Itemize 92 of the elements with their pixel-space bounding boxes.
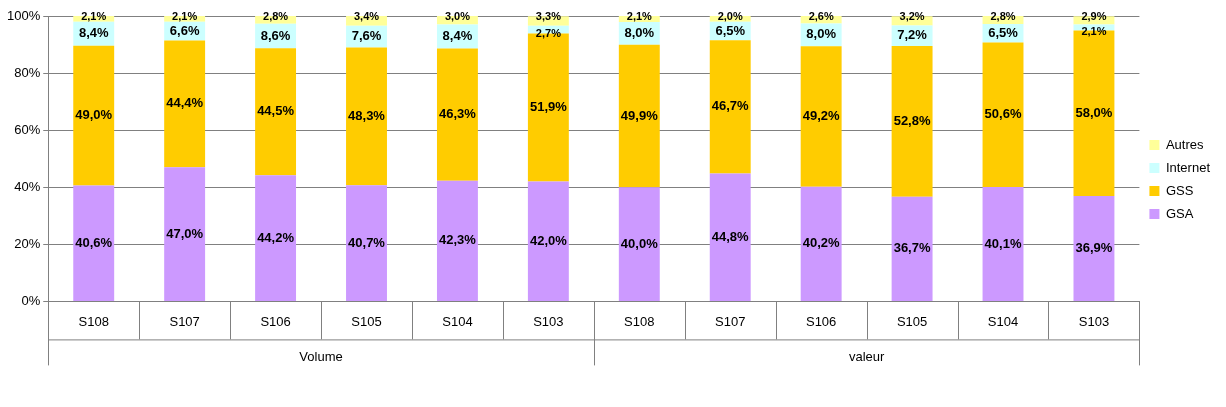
data-label: 52,8%	[893, 112, 931, 128]
data-label: 49,0%	[75, 107, 113, 123]
bar	[346, 47, 387, 186]
y-tick-label: 20%	[14, 235, 41, 251]
data-label: 8,0%	[806, 26, 837, 42]
data-label: 6,6%	[169, 22, 200, 38]
data-label: 7,6%	[351, 28, 382, 44]
bar	[800, 46, 842, 187]
bar	[800, 186, 842, 301]
data-label: 46,7%	[711, 98, 750, 114]
x-tick-label: S105	[351, 313, 382, 329]
x-tick-label: S106	[260, 313, 291, 329]
bar	[618, 44, 660, 188]
bar	[255, 48, 297, 176]
legend-label: GSA	[1165, 205, 1194, 221]
x-tick-label: S107	[169, 313, 200, 329]
data-label: 6,5%	[988, 24, 1019, 40]
data-label: 44,5%	[257, 103, 295, 119]
text: valeur	[848, 348, 885, 364]
data-label: 2,1%	[172, 9, 198, 22]
bar	[255, 175, 297, 301]
bar	[73, 185, 115, 301]
data-label: 8,0%	[624, 24, 655, 40]
data-label: 51,9%	[529, 99, 568, 115]
data-label: 44,2%	[257, 229, 295, 245]
y-tick-label: 60%	[14, 121, 41, 137]
data-label: 3,4%	[353, 10, 380, 23]
data-label: 42,0%	[529, 232, 568, 248]
x-tick-label: S106	[805, 313, 837, 329]
legend-label: GSS	[1165, 182, 1194, 198]
x-tick-label: S108	[624, 313, 655, 329]
data-label: 42,3%	[439, 232, 477, 248]
data-label: 8,4%	[442, 28, 473, 44]
data-label: 2,1%	[626, 10, 653, 23]
data-label: 47,0%	[166, 225, 204, 241]
data-label: 2,8%	[990, 10, 1016, 23]
data-label: 40,0%	[620, 235, 659, 251]
data-label: 49,2%	[802, 108, 841, 124]
data-label: 2,8%	[263, 9, 289, 22]
bar	[891, 196, 933, 301]
data-label: 36,9%	[1075, 240, 1113, 256]
data-label: 50,6%	[984, 106, 1022, 122]
data-label: 49,9%	[620, 107, 659, 123]
bar	[527, 181, 569, 301]
bar	[164, 167, 206, 301]
data-label: 2,0%	[717, 10, 743, 23]
data-label: 46,3%	[439, 106, 477, 122]
data-label: 8,4%	[78, 25, 109, 41]
data-label: 6,5%	[715, 22, 746, 38]
data-label: 44,8%	[711, 228, 750, 244]
data-label: 8,6%	[260, 27, 291, 43]
x-tick-label: S108	[78, 313, 109, 329]
x-tick-label: S107	[715, 313, 746, 329]
bar	[618, 187, 660, 301]
x-tick-label: S104	[442, 313, 473, 329]
data-label: 40,7%	[348, 234, 386, 250]
y-tick-label: 0%	[21, 292, 41, 308]
bar	[346, 185, 387, 301]
legend-label: Autres	[1165, 136, 1204, 152]
bar	[709, 173, 751, 301]
data-label: 3,0%	[444, 10, 471, 23]
data-label: 2,1%	[81, 9, 107, 22]
y-tick-label: 40%	[14, 178, 41, 194]
data-label: 2,6%	[808, 10, 834, 23]
bar	[982, 42, 1024, 187]
bar	[982, 186, 1024, 301]
bar	[1073, 196, 1115, 301]
x-tick-label: S103	[533, 313, 564, 329]
bar	[709, 40, 751, 174]
data-label: 3,3%	[535, 10, 562, 23]
data-label: 3,2%	[899, 10, 925, 23]
data-label: 48,3%	[348, 107, 386, 123]
y-tick-label: 80%	[14, 64, 41, 80]
data-label: 2,9%	[1081, 10, 1107, 23]
legend-label: Internet	[1165, 159, 1211, 175]
bar	[73, 45, 115, 186]
bar	[436, 180, 478, 301]
data-label: 58,0%	[1075, 104, 1113, 120]
bar	[436, 48, 478, 181]
data-label: 40,2%	[802, 235, 841, 251]
x-tick-label: S104	[987, 313, 1019, 329]
text: Volume	[299, 348, 343, 364]
data-label: 7,2%	[897, 27, 928, 43]
bar	[164, 40, 206, 168]
bar	[891, 45, 933, 197]
data-label: 40,6%	[75, 234, 113, 250]
x-tick-label: S103	[1078, 313, 1110, 329]
data-label: 36,7%	[893, 240, 931, 256]
x-tick-label: S105	[896, 313, 928, 329]
data-label: 44,4%	[166, 95, 204, 111]
y-tick-label: 100%	[7, 7, 41, 23]
data-label: 40,1%	[984, 235, 1022, 251]
